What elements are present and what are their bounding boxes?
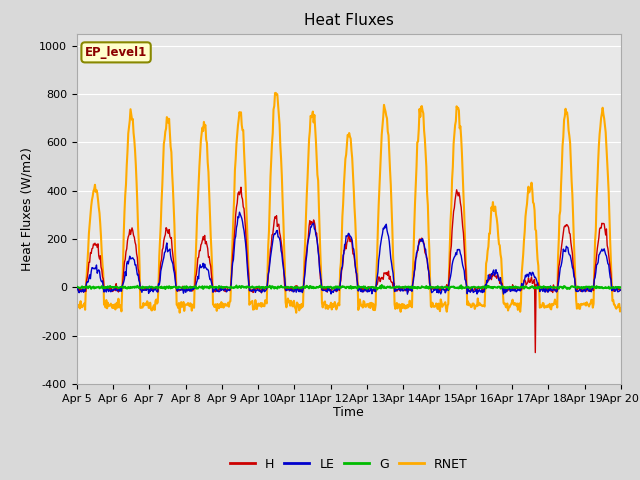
Text: EP_level1: EP_level1 [85,46,147,59]
Y-axis label: Heat Fluxes (W/m2): Heat Fluxes (W/m2) [20,147,33,271]
X-axis label: Time: Time [333,407,364,420]
Legend: H, LE, G, RNET: H, LE, G, RNET [225,453,473,476]
Title: Heat Fluxes: Heat Fluxes [304,13,394,28]
